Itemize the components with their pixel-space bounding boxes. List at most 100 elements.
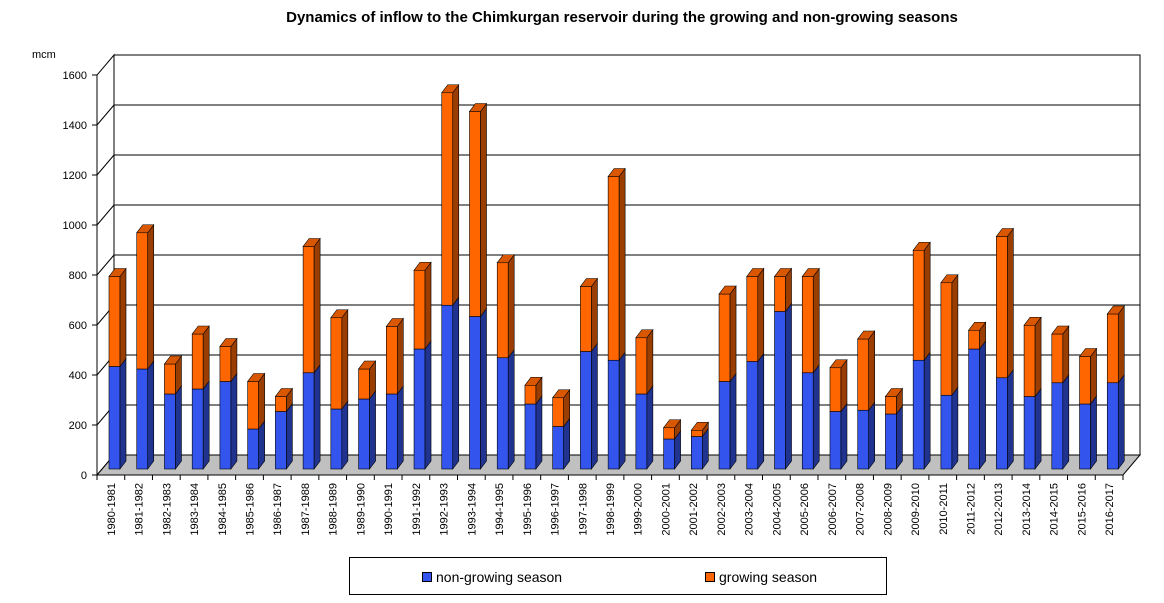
bar-non-growing — [857, 409, 870, 470]
bar-growing-side — [729, 285, 737, 383]
chart-title: Dynamics of inflow to the Chimkurgan res… — [286, 9, 958, 26]
bar-growing — [275, 396, 287, 412]
bar-growing — [940, 282, 953, 396]
x-tick-label: 1987-1988 — [300, 483, 312, 536]
bar-top — [1023, 316, 1042, 326]
x-tick-label: 1994-1995 — [494, 483, 506, 536]
bar-stack — [524, 376, 543, 470]
bar-growing-side — [452, 83, 460, 307]
y-tick-label: 200 — [69, 420, 87, 432]
bar-non-growing — [1051, 382, 1064, 470]
bar-growing — [857, 338, 870, 411]
bar-stack — [219, 337, 238, 470]
bar-growing — [496, 262, 509, 359]
bar-top — [468, 103, 488, 112]
bar-non-growing-side — [646, 385, 654, 470]
bar-non-growing-side — [979, 340, 986, 470]
bar-top — [995, 228, 1014, 237]
bar-growing-side — [757, 267, 765, 363]
bar-growing-side — [202, 325, 210, 390]
bar-growing-side — [507, 253, 515, 359]
x-tick-label: 1983-1984 — [189, 483, 201, 536]
bar-non-growing — [691, 436, 703, 470]
bar-stack — [829, 358, 848, 470]
bar-non-growing — [718, 381, 731, 470]
bar-growing — [552, 397, 564, 427]
x-tick-label: 2003-2004 — [744, 483, 756, 536]
bar-stack — [940, 273, 959, 470]
bar-non-growing-side — [175, 385, 182, 470]
bar-non-growing — [219, 381, 232, 470]
bar-non-growing-side — [313, 363, 321, 470]
bar-non-growing — [358, 398, 370, 470]
x-tick-label: 1995-1996 — [522, 483, 534, 536]
bar-stack — [968, 321, 987, 470]
bar-non-growing — [413, 348, 426, 470]
bar-growing — [912, 249, 925, 361]
bar-non-growing-side — [923, 351, 931, 470]
bar-growing — [663, 427, 675, 440]
y-axis-label: mcm — [32, 49, 56, 61]
bar-non-growing — [247, 428, 259, 470]
bar-non-growing-side — [396, 385, 404, 470]
bar-top — [857, 330, 876, 340]
bar-growing — [580, 286, 592, 352]
bar-growing-side — [923, 241, 931, 362]
bar-top — [385, 318, 404, 327]
bar-growing — [1051, 333, 1064, 384]
x-tick-label: 1990-1991 — [383, 483, 395, 536]
bar-stack — [413, 261, 432, 470]
bar-top — [940, 274, 959, 284]
bar-stack — [163, 355, 183, 470]
bar-growing — [746, 276, 759, 362]
bar-non-growing — [136, 368, 149, 470]
bar-non-growing-side — [563, 417, 570, 470]
bar-stack — [635, 328, 654, 470]
bar-stack — [108, 267, 127, 470]
legend-swatch-growing — [705, 572, 715, 583]
bar-non-growing — [108, 366, 121, 470]
bar-top — [247, 373, 266, 382]
bar-growing-side — [313, 237, 321, 374]
x-tick-label: 2015-2016 — [1076, 483, 1088, 536]
bar-non-growing-side — [1117, 373, 1125, 470]
bar-top — [274, 388, 293, 397]
y-tick-label: 800 — [69, 270, 87, 282]
bar-top — [635, 329, 654, 339]
y-tick-label: 600 — [69, 320, 87, 332]
gridline-side — [96, 254, 115, 276]
x-tick-label: 1989-1990 — [355, 483, 367, 536]
bar-growing — [607, 176, 620, 361]
bar-growing-side — [424, 261, 432, 350]
bar-non-growing-side — [840, 402, 848, 470]
bar-growing-side — [1090, 347, 1097, 405]
bar-top — [1078, 348, 1098, 357]
bar-growing-side — [646, 328, 654, 395]
x-tick-label: 1988-1989 — [328, 483, 340, 536]
bar-growing — [635, 337, 648, 395]
bar-top — [579, 278, 599, 287]
bar-top — [136, 224, 155, 234]
bar-growing — [441, 92, 454, 306]
bar-top — [1106, 305, 1125, 315]
x-tick-label: 1982-1983 — [161, 483, 173, 536]
bar-growing-side — [812, 267, 820, 374]
axes: 0 200 400 600 800 1000 1200 1400 1600 mcm 1980-198… — [32, 49, 1124, 536]
bar-non-growing-side — [369, 390, 376, 470]
bar-non-growing-side — [951, 386, 959, 470]
bar-top — [690, 421, 709, 431]
x-tick-label: 1992-1993 — [439, 483, 451, 536]
bar-non-growing — [774, 311, 786, 470]
bar-growing-side — [258, 372, 265, 430]
bar-growing — [136, 232, 149, 370]
bar-top — [413, 261, 432, 271]
x-tick-label: 2001-2002 — [688, 483, 700, 536]
bar-stack — [1051, 325, 1070, 470]
bar-non-growing — [663, 438, 675, 470]
bar-growing-side — [1007, 227, 1014, 379]
bar-non-growing — [912, 359, 925, 470]
bar-non-growing — [996, 377, 1008, 470]
bar-non-growing-side — [1090, 395, 1097, 470]
legend-label-non-growing: non-growing season — [436, 569, 563, 585]
